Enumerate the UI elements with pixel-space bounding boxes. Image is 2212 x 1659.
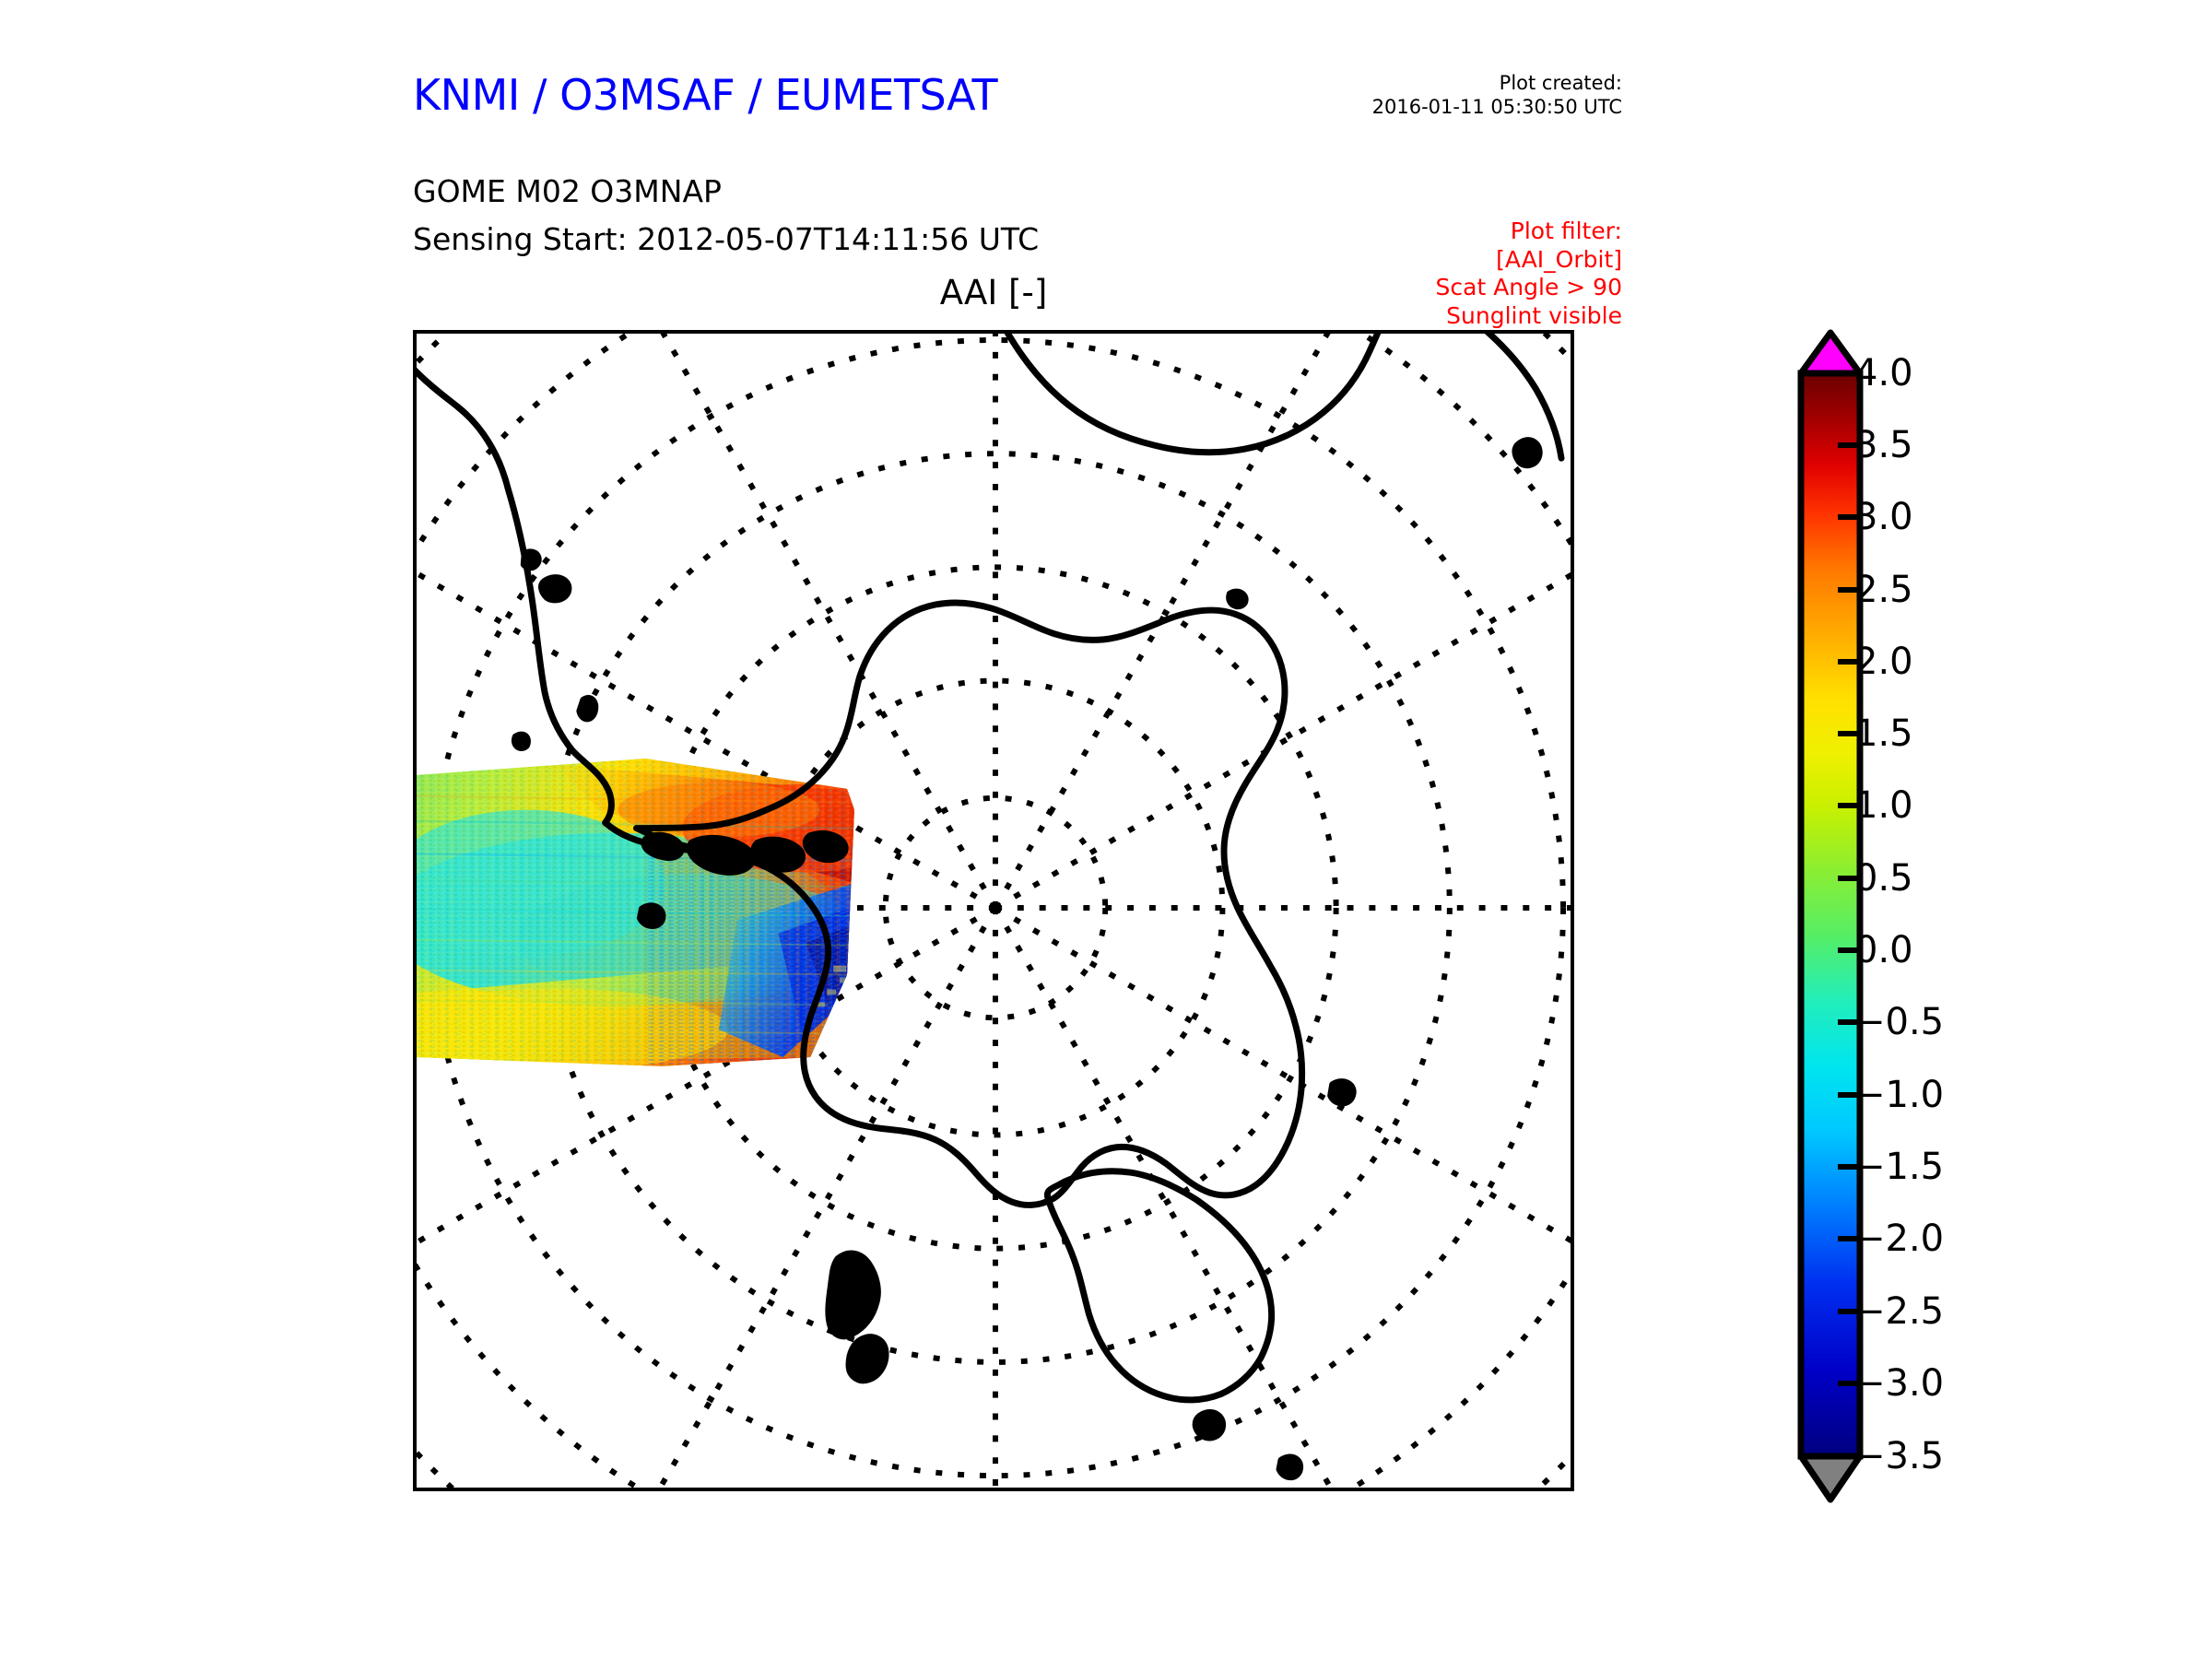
colorbar-tick-label: 0.0 — [1854, 929, 1913, 971]
colorbar-tick-label: 2.5 — [1854, 569, 1913, 611]
colorbar-tick-label: −1.0 — [1854, 1074, 1945, 1116]
page-title: AAI [-] — [939, 273, 1048, 312]
map-plot-area — [413, 330, 1574, 1491]
colorbar-tick-label: 2.0 — [1854, 641, 1913, 683]
plot-filter-sunglint: Sunglint visible — [1446, 301, 1622, 329]
organisation-title: KNMI / O3MSAF / EUMETSAT — [413, 70, 998, 120]
colorbar-gradient-bar — [1797, 370, 1864, 1460]
coastlines — [417, 334, 1565, 1481]
colorbar: 4.0 3.5 3.0 2.5 2.0 1.5 1.0 0.5 0.0 −0.5… — [1794, 327, 2181, 1525]
colorbar-tick-label: 1.0 — [1854, 784, 1913, 827]
colorbar-tick-label: −3.0 — [1854, 1362, 1945, 1405]
colorbar-tick-label: −3.5 — [1854, 1435, 1945, 1477]
polar-map-svg — [417, 334, 1571, 1488]
plot-filter-variable: [AAI_Orbit] — [1496, 245, 1622, 273]
plot-filter-label: Plot filter: — [1510, 218, 1622, 244]
colorbar-over-range-arrow — [1797, 329, 1864, 377]
plot-created-value: 2016-01-11 05:30:50 UTC — [1371, 95, 1622, 118]
colorbar-tick-label: −2.5 — [1854, 1290, 1945, 1333]
colorbar-svg — [1797, 329, 1864, 1503]
colorbar-tick-label: 1.5 — [1854, 712, 1913, 755]
colorbar-tick-label: −1.5 — [1854, 1146, 1945, 1188]
colorbar-tick-label: 4.0 — [1854, 352, 1913, 394]
colorbar-tick-label: −0.5 — [1854, 1001, 1945, 1043]
plot-filter-block: Plot filter: [AAI_Orbit] Scat Angle > 90… — [1436, 218, 1622, 330]
colorbar-under-range-arrow — [1797, 1453, 1864, 1503]
graticule-longitude-lines — [417, 334, 1571, 1488]
sensing-start: Sensing Start: 2012-05-07T14:11:56 UTC — [413, 221, 1040, 257]
aai-data-swath — [417, 759, 854, 1066]
plot-created-label: Plot created: — [1499, 72, 1622, 94]
colorbar-tick-label: 3.0 — [1854, 496, 1913, 538]
colorbar-tick-label: 0.5 — [1854, 857, 1913, 900]
product-name: GOME M02 O3MNAP — [413, 173, 722, 209]
plot-filter-scat-angle: Scat Angle > 90 — [1435, 274, 1622, 300]
plot-created-block: Plot created: 2016-01-11 05:30:50 UTC — [1372, 72, 1622, 119]
colorbar-tick-label: −2.0 — [1854, 1218, 1945, 1260]
colorbar-ticks — [1838, 371, 1860, 1459]
colorbar-tick-label: 3.5 — [1854, 424, 1913, 466]
